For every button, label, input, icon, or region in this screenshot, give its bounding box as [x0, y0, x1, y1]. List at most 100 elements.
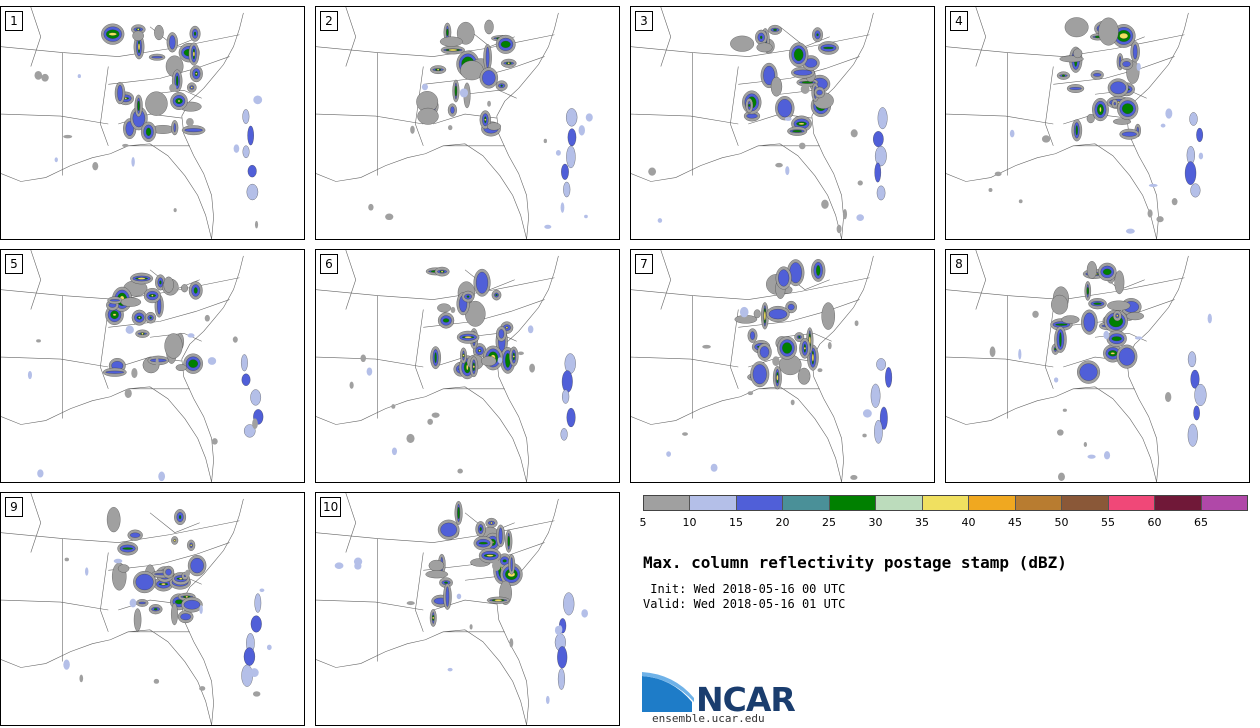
reflectivity-cell [784, 117, 792, 121]
reflectivity-cell [584, 214, 588, 219]
reflectivity-cell [1041, 135, 1051, 143]
reflectivity-cell [131, 367, 138, 379]
reflectivity-cell [543, 138, 548, 144]
reflectivity-cell [151, 56, 163, 59]
reflectivity-cell [529, 363, 535, 373]
reflectivity-cell [1156, 216, 1164, 223]
reflectivity-cell [432, 616, 435, 620]
reflectivity-cell [169, 83, 177, 93]
ensemble-member-panel-5: 5 [0, 249, 305, 483]
reflectivity-cell [545, 695, 550, 705]
reflectivity-cell [1111, 336, 1122, 342]
reflectivity-cell [486, 554, 494, 557]
reflectivity-cell [138, 316, 141, 319]
ncar-logo-text: NCAR [696, 680, 796, 719]
reflectivity-cell [1119, 33, 1129, 39]
reflectivity-cell [108, 32, 117, 36]
reflectivity-cell [135, 573, 154, 591]
map-boundary-line [730, 66, 739, 146]
reflectivity-cell [242, 145, 250, 159]
reflectivity-cell [1051, 294, 1069, 315]
reflectivity-cell [109, 299, 120, 302]
reflectivity-cell [1073, 48, 1083, 59]
reflectivity-cell [739, 306, 749, 318]
reflectivity-cell [1086, 261, 1097, 279]
reflectivity-cell [1125, 228, 1135, 234]
map-3 [631, 7, 888, 239]
reflectivity-cell [155, 357, 159, 368]
reflectivity-cell [560, 428, 568, 441]
reflectivity-cell [1018, 199, 1023, 204]
reflectivity-cell [464, 336, 472, 339]
reflectivity-cell [171, 603, 178, 626]
reflectivity-cell [181, 284, 189, 293]
reflectivity-cell [753, 309, 761, 319]
reflectivity-cell [1053, 377, 1059, 383]
reflectivity-cell [63, 659, 70, 670]
reflectivity-cell [164, 333, 183, 359]
map-boundary-line [316, 143, 527, 239]
reflectivity-cell [454, 85, 458, 97]
reflectivity-cell [657, 218, 663, 223]
reflectivity-cell [702, 344, 711, 349]
reflectivity-cell [555, 149, 561, 156]
map-boundary-line [100, 552, 109, 632]
reflectivity-cell [153, 678, 160, 684]
reflectivity-cell [1118, 347, 1135, 366]
map-6 [316, 250, 576, 482]
reflectivity-cell [124, 97, 127, 100]
reflectivity-cell [1184, 161, 1197, 185]
reflectivity-cell [427, 418, 433, 425]
map-boundary-line [730, 309, 739, 389]
reflectivity-cell [507, 535, 510, 547]
reflectivity-cell [334, 562, 344, 570]
reflectivity-cell [161, 583, 166, 586]
map-boundary-line [316, 599, 424, 611]
reflectivity-cell [141, 332, 144, 335]
reflectivity-cell [752, 364, 767, 385]
member-label-5: 5 [5, 254, 23, 274]
reflectivity-cell [482, 70, 496, 86]
reflectivity-cell [242, 109, 250, 124]
map-7 [631, 250, 893, 482]
reflectivity-cell [484, 118, 487, 121]
reflectivity-cell [1132, 44, 1138, 60]
reflectivity-cell [517, 351, 524, 356]
reflectivity-cell [368, 203, 374, 211]
map-boundary-line [946, 113, 1054, 125]
reflectivity-cell [1107, 300, 1131, 311]
reflectivity-cell [385, 213, 394, 221]
reflectivity-cell [27, 370, 32, 380]
reflectivity-cell [1147, 209, 1153, 218]
reflectivity-cell [476, 271, 489, 294]
reflectivity-cell [497, 357, 503, 364]
reflectivity-cell [790, 399, 795, 406]
reflectivity-cell [1103, 330, 1110, 340]
reflectivity-cell [850, 475, 858, 480]
reflectivity-cell [249, 668, 259, 678]
reflectivity-cell [1187, 423, 1198, 447]
reflectivity-cell [563, 592, 575, 616]
reflectivity-cell [544, 224, 552, 229]
reflectivity-cell [232, 336, 238, 343]
reflectivity-cell [456, 593, 462, 600]
reflectivity-cell [527, 325, 534, 334]
reflectivity-cell [130, 532, 141, 538]
colorbar-segment [783, 496, 830, 510]
reflectivity-cell [773, 28, 777, 31]
reflectivity-cell [178, 515, 182, 520]
reflectivity-cell [63, 134, 73, 139]
reflectivity-cell [446, 28, 449, 37]
map-boundary-line [149, 512, 200, 533]
reflectivity-cell [92, 161, 99, 171]
map-boundary-line [1045, 66, 1054, 146]
ensemble-member-panel-1: 1 [0, 6, 305, 240]
reflectivity-cell [436, 68, 440, 71]
ensemble-member-panel-3: 3 [630, 6, 935, 240]
reflectivity-cell [870, 383, 881, 408]
reflectivity-cell [360, 354, 367, 363]
reflectivity-cell [125, 325, 134, 334]
reflectivity-cell [117, 564, 130, 573]
member-label-4: 4 [950, 11, 968, 31]
map-4 [946, 7, 1204, 239]
